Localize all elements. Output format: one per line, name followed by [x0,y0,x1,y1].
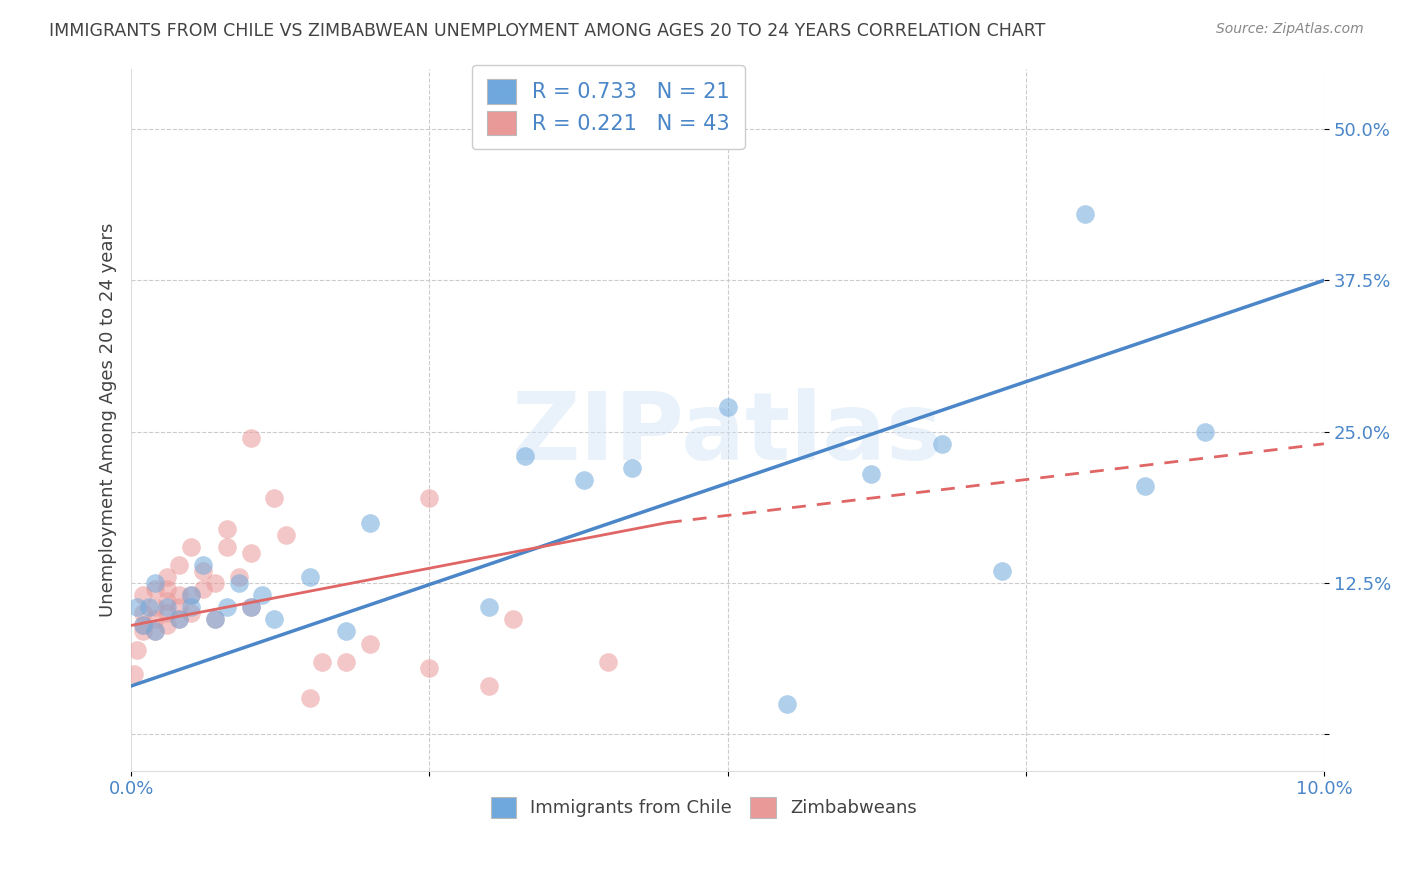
Point [156,618,179,632]
Point [598,655,620,669]
Point [418,661,440,675]
Point [239,600,262,615]
Point [239,431,262,445]
Point [228,570,250,584]
Point [167,600,190,615]
Point [127,642,149,657]
Y-axis label: Unemployment Among Ages 20 to 24 years: Unemployment Among Ages 20 to 24 years [100,222,117,616]
Point [143,624,166,639]
Point [263,612,285,626]
Point [167,612,190,626]
Point [502,612,524,626]
Legend: Immigrants from Chile, Zimbabweans: Immigrants from Chile, Zimbabweans [484,789,924,825]
Point [132,618,155,632]
Point [191,558,214,572]
Point [143,582,166,596]
Point [132,607,155,621]
Point [215,600,238,615]
Point [931,437,953,451]
Point [180,540,202,554]
Point [167,558,190,572]
Point [299,691,322,706]
Point [138,600,160,615]
Point [239,600,262,615]
Point [621,461,644,475]
Point [156,582,179,596]
Point [143,624,166,639]
Point [204,576,226,591]
Text: Source: ZipAtlas.com: Source: ZipAtlas.com [1216,22,1364,37]
Point [132,588,155,602]
Point [359,516,381,530]
Point [478,600,501,615]
Text: ZIPatlas: ZIPatlas [512,388,943,480]
Point [513,449,536,463]
Point [143,576,166,591]
Point [204,612,226,626]
Point [215,540,238,554]
Point [1133,479,1156,493]
Point [776,697,799,711]
Point [180,607,202,621]
Text: IMMIGRANTS FROM CHILE VS ZIMBABWEAN UNEMPLOYMENT AMONG AGES 20 TO 24 YEARS CORRE: IMMIGRANTS FROM CHILE VS ZIMBABWEAN UNEM… [49,22,1046,40]
Point [156,594,179,608]
Point [180,600,202,615]
Point [180,588,202,602]
Point [228,576,250,591]
Point [1074,207,1097,221]
Point [156,570,179,584]
Point [215,522,238,536]
Point [359,636,381,650]
Point [263,491,285,506]
Point [143,612,166,626]
Point [335,655,357,669]
Point [311,655,333,669]
Point [156,607,179,621]
Point [1194,425,1216,439]
Point [132,624,155,639]
Point [239,546,262,560]
Point [574,473,596,487]
Point [418,491,440,506]
Point [716,401,738,415]
Point [127,600,149,615]
Point [180,588,202,602]
Point [122,666,145,681]
Point [132,618,155,632]
Point [478,679,501,693]
Point [991,564,1014,578]
Point [143,600,166,615]
Point [167,612,190,626]
Point [276,527,298,541]
Point [156,600,179,615]
Point [191,582,214,596]
Point [252,588,274,602]
Point [859,467,882,481]
Point [335,624,357,639]
Point [167,588,190,602]
Point [299,570,322,584]
Point [191,564,214,578]
Point [204,612,226,626]
